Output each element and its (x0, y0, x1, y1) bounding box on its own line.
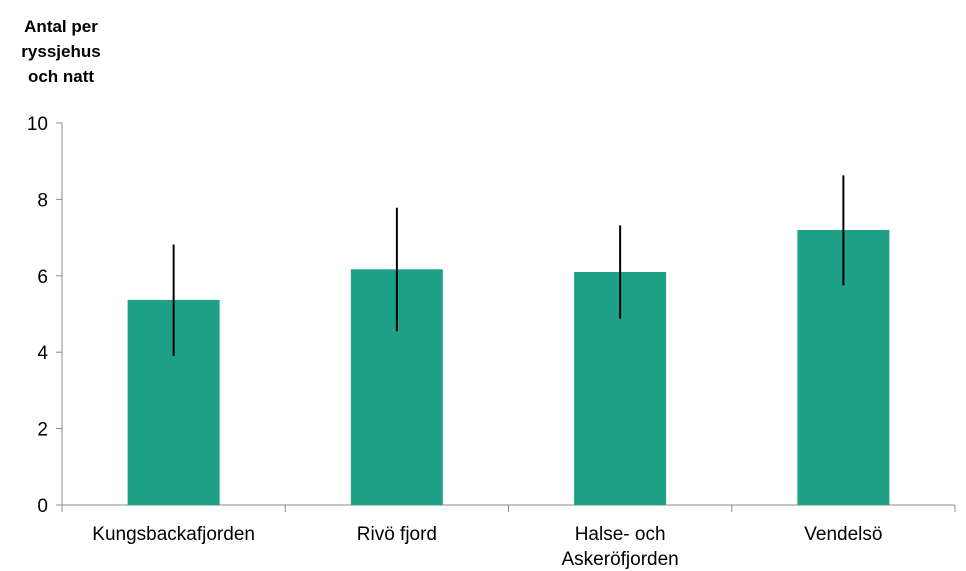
y-tick-label: 10 (27, 114, 48, 135)
x-tick-label: Halse- och (575, 524, 666, 545)
x-tick-label: Kungsbackafjorden (92, 524, 255, 545)
x-tick-label: Vendelsö (804, 524, 882, 545)
error-bars (172, 175, 845, 357)
y-tick-label: 2 (37, 420, 48, 441)
x-axis-labels: Kungsbackafjorden Rivö fjord Halse- och Ask… (92, 524, 882, 570)
y-axis-label-line: ryssjehus (21, 42, 100, 61)
bars (127, 229, 890, 505)
y-tick-label: 6 (37, 267, 48, 288)
x-tick-label: Rivö fjord (357, 524, 437, 545)
x-tick-label: Askeröfjorden (562, 549, 679, 570)
y-axis-label-line: Antal per (24, 17, 98, 36)
y-axis-label: Antal per ryssjehus och natt (21, 17, 100, 86)
y-tick-label: 4 (37, 343, 48, 364)
y-tick-label: 0 (37, 496, 48, 517)
y-tick-label: 8 (37, 190, 48, 211)
y-axis-label-line: och natt (28, 67, 94, 86)
